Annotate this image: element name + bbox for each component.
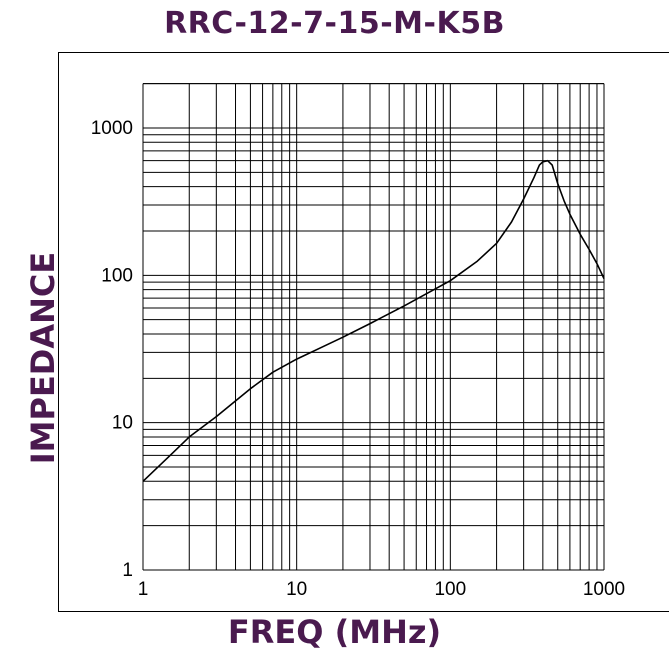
chart-title: RRC-12-7-15-M-K5B	[164, 6, 505, 41]
y-tick-label: 1	[122, 560, 133, 581]
x-tick-label: 10	[286, 579, 307, 600]
x-tick-label: 1	[138, 579, 149, 600]
impedance-curve	[142, 159, 605, 482]
x-axis-label: FREQ (MHz)	[227, 613, 442, 651]
y-tick-label: 100	[101, 265, 133, 286]
chart-frame	[58, 52, 669, 612]
x-tick-label: 1000	[583, 579, 625, 600]
y-tick-label: 10	[112, 413, 133, 434]
x-tick-label: 100	[434, 579, 466, 600]
y-tick-label: 1000	[91, 118, 133, 139]
